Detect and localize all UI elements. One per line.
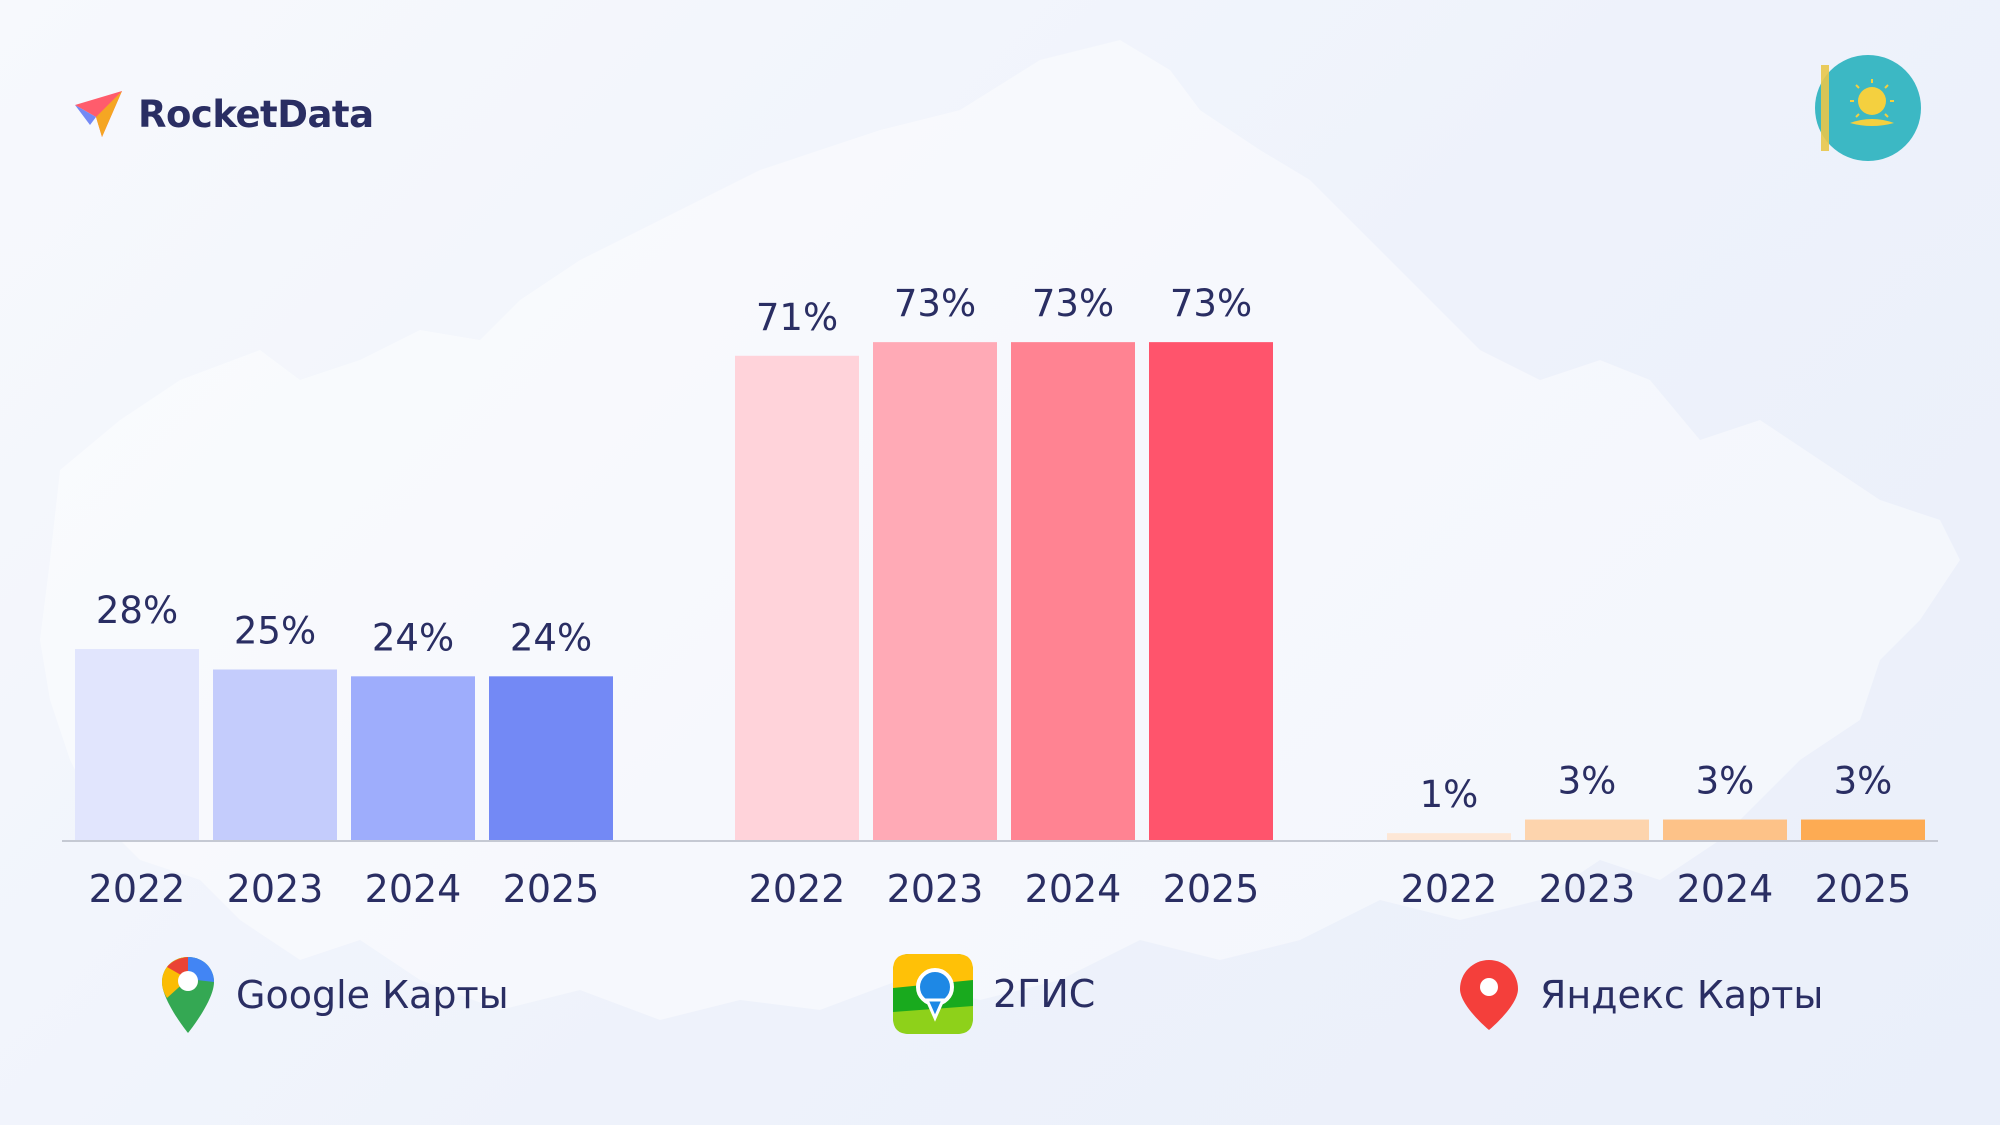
value-label: 25% [234, 610, 316, 653]
yandex-maps-icon [1460, 960, 1518, 1030]
x-tick-label: 2024 [365, 867, 462, 911]
value-label: 24% [372, 616, 454, 659]
rocket-logo-icon [75, 91, 122, 137]
legend-label: Google Карты [236, 973, 509, 1017]
bar-yandex-2024 [1663, 819, 1787, 840]
value-label: 73% [894, 282, 976, 325]
bar-2gis-2022 [735, 355, 859, 840]
legend-2gis[interactable]: 2ГИС [893, 954, 1095, 1034]
value-label: 3% [1834, 760, 1893, 803]
bar-2gis-2025 [1149, 342, 1273, 840]
value-label: 28% [96, 589, 178, 632]
x-tick-label: 2022 [749, 867, 846, 911]
google-maps-icon [162, 957, 214, 1033]
x-tick-label: 2023 [227, 867, 324, 911]
legend-yandex-maps[interactable]: Яндекс Карты [1458, 958, 1823, 1032]
value-label: 3% [1696, 760, 1755, 803]
value-label: 3% [1558, 760, 1617, 803]
legend-label: Яндекс Карты [1540, 973, 1824, 1017]
bar-google-2022 [75, 649, 199, 840]
x-tick-label: 2023 [887, 867, 984, 911]
kazakhstan-flag-icon [1815, 55, 1921, 161]
value-label: 73% [1032, 282, 1114, 325]
value-label: 73% [1170, 282, 1252, 325]
x-tick-label: 2022 [89, 867, 186, 911]
bar-yandex-2023 [1525, 819, 1649, 840]
bar-google-2023 [213, 669, 337, 840]
bar-yandex-2025 [1801, 819, 1925, 840]
x-tick-label: 2025 [503, 867, 600, 911]
bar-google-2025 [489, 676, 613, 840]
value-label: 71% [756, 296, 838, 339]
brand-name: RocketData [138, 92, 374, 136]
bar-yandex-2022 [1387, 833, 1511, 840]
x-tick-label: 2022 [1401, 867, 1498, 911]
legend-label: 2ГИС [993, 972, 1096, 1016]
rocketdata-logo[interactable]: RocketData [72, 86, 374, 142]
x-tick-label: 2025 [1163, 867, 1260, 911]
x-tick-label: 2024 [1677, 867, 1774, 911]
x-tick-label: 2023 [1539, 867, 1636, 911]
value-label: 24% [510, 616, 592, 659]
bar-google-2024 [351, 676, 475, 840]
bar-2gis-2023 [873, 342, 997, 840]
x-tick-label: 2025 [1815, 867, 1912, 911]
x-tick-label: 2024 [1025, 867, 1122, 911]
value-label: 1% [1420, 773, 1479, 816]
bar-2gis-2024 [1011, 342, 1135, 840]
2gis-icon [893, 954, 973, 1034]
legend-google-maps[interactable]: Google Карты [160, 955, 509, 1035]
